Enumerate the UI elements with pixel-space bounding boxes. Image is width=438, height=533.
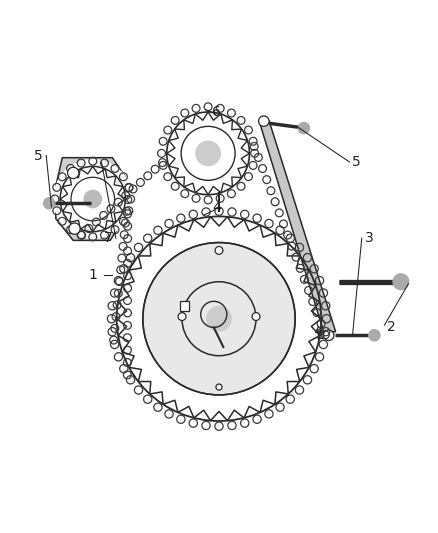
Circle shape	[369, 329, 380, 341]
Circle shape	[67, 167, 79, 179]
Text: 3: 3	[365, 231, 374, 245]
Circle shape	[252, 313, 260, 320]
Circle shape	[216, 384, 222, 390]
Circle shape	[258, 116, 269, 126]
Circle shape	[323, 330, 334, 341]
Circle shape	[160, 106, 256, 201]
Polygon shape	[56, 158, 125, 240]
Circle shape	[53, 160, 132, 238]
Circle shape	[178, 313, 186, 320]
Circle shape	[143, 243, 295, 395]
Text: 4: 4	[212, 201, 221, 215]
Circle shape	[110, 210, 328, 427]
Text: 6: 6	[212, 105, 221, 119]
Circle shape	[196, 141, 220, 166]
Circle shape	[207, 306, 231, 331]
Text: 2: 2	[387, 320, 395, 334]
Polygon shape	[259, 120, 336, 338]
Text: 5: 5	[352, 155, 360, 169]
Text: 7: 7	[104, 231, 113, 245]
Circle shape	[215, 246, 223, 254]
FancyBboxPatch shape	[180, 301, 189, 311]
Circle shape	[393, 274, 409, 289]
Text: 5: 5	[34, 149, 43, 163]
Circle shape	[44, 198, 55, 209]
Circle shape	[84, 190, 102, 208]
Circle shape	[69, 223, 80, 235]
Text: 1: 1	[88, 268, 97, 282]
Circle shape	[298, 123, 310, 134]
